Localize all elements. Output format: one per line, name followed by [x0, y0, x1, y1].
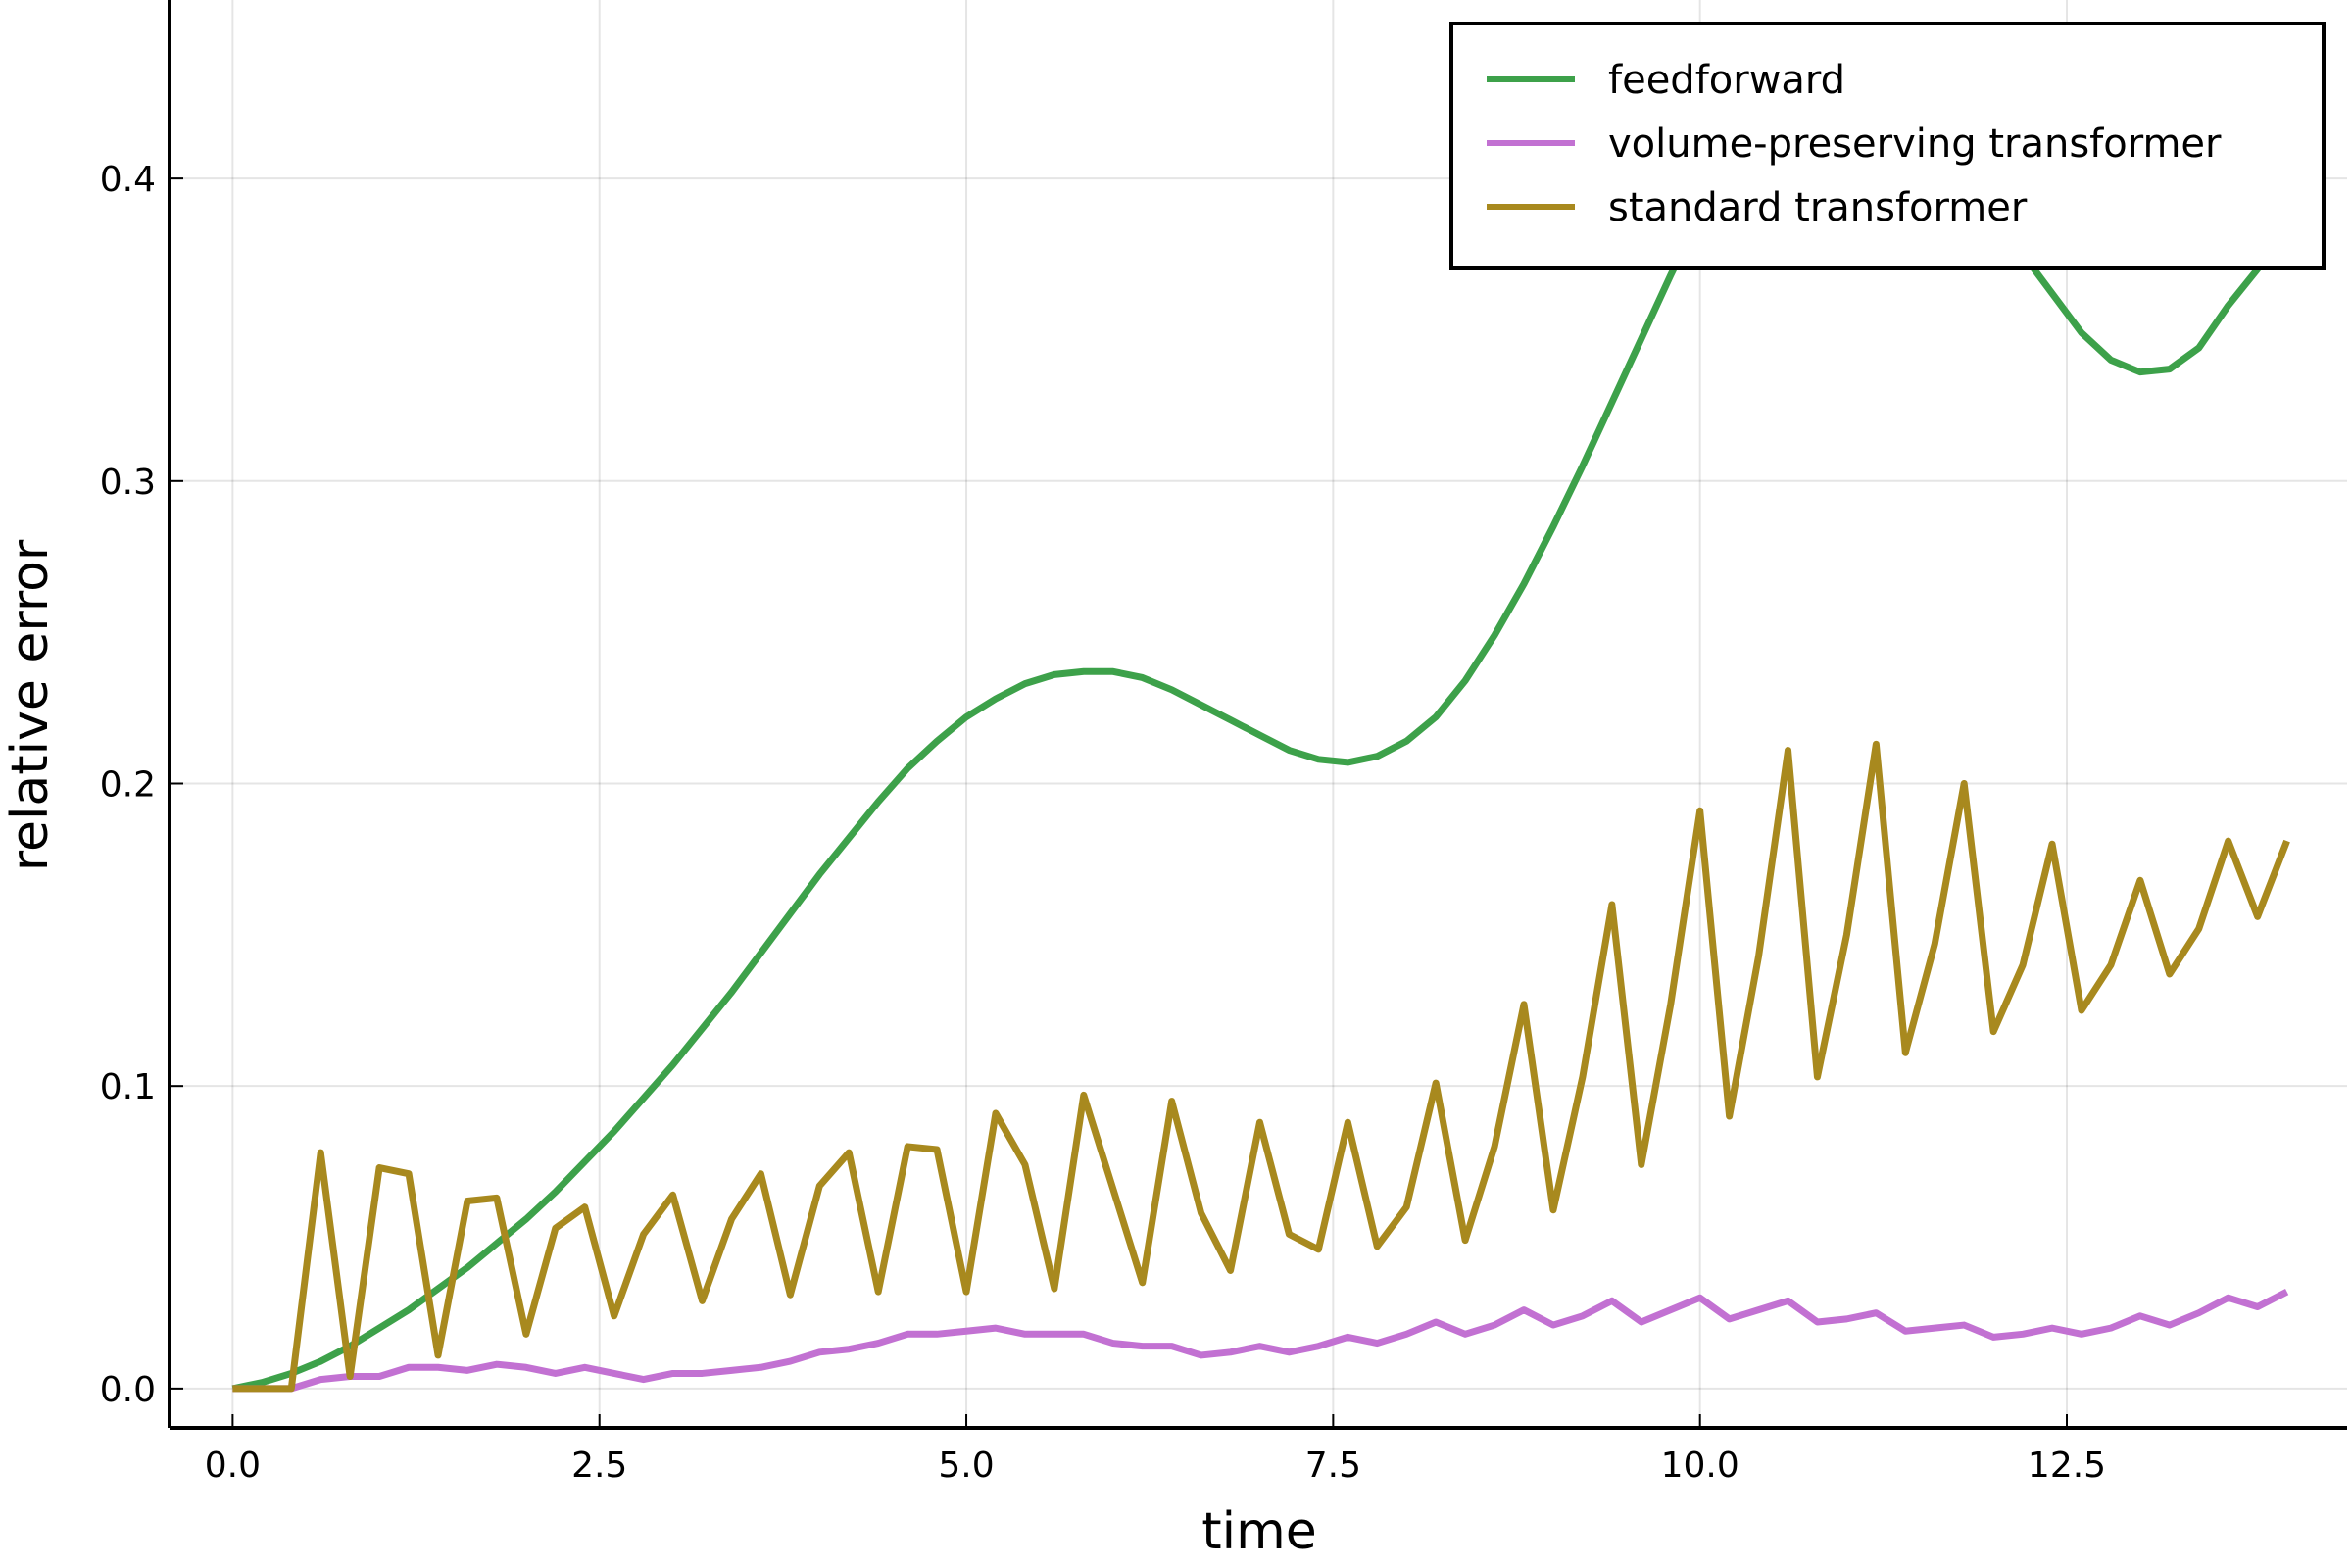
- x-tick-label: 5.0: [938, 1446, 994, 1486]
- legend-label: standard transformer: [1608, 185, 2028, 230]
- y-tick-label: 0.3: [100, 463, 156, 503]
- y-tick-label: 0.0: [100, 1370, 156, 1410]
- x-tick-label: 12.5: [2028, 1446, 2106, 1486]
- y-axis-label: relative error: [1, 539, 60, 871]
- y-tick-label: 0.4: [100, 160, 156, 200]
- x-tick-label: 7.5: [1305, 1446, 1361, 1486]
- series-line: [232, 740, 2290, 1393]
- legend-label: volume-preserving transformer: [1608, 122, 2222, 167]
- x-tick-label: 0.0: [205, 1446, 261, 1486]
- x-tick-label: 2.5: [571, 1446, 627, 1486]
- x-tick-label: 10.0: [1661, 1446, 1740, 1486]
- x-axis-label: time: [1201, 1502, 1316, 1561]
- legend-label: feedforward: [1608, 58, 1845, 103]
- series-line: [232, 1288, 2289, 1393]
- y-tick-label: 0.2: [100, 764, 156, 805]
- legend: feedforward volume-preserving transformer…: [1449, 22, 2326, 270]
- y-tick-label: 0.1: [100, 1067, 156, 1107]
- legend-box: [1449, 22, 2326, 270]
